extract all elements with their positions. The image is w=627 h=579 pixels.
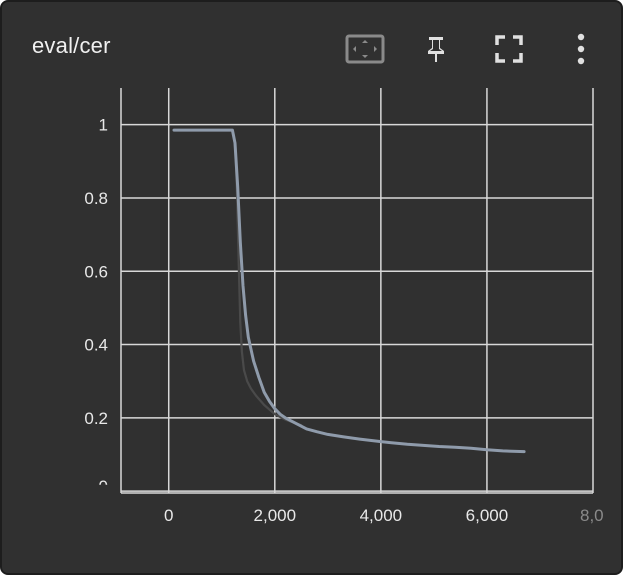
fullscreen-icon: [495, 35, 523, 63]
fullscreen-button[interactable]: [489, 29, 529, 69]
chart-grid: [120, 88, 594, 494]
x-tick-label: 2,000: [254, 506, 297, 525]
x-tick-label: 4,000: [360, 506, 403, 525]
more-vert-icon: [577, 33, 585, 65]
x-tick-label: 0: [164, 506, 173, 525]
y-tick-label: 0.6: [84, 262, 108, 281]
pin-icon: [428, 37, 444, 62]
x-axis-tick-labels: 0 2,000 4,000 6,000 8,0: [164, 506, 604, 525]
y-tick-label: 1: [99, 116, 108, 135]
series-line-smoothed[interactable]: [172, 128, 526, 454]
more-options-button[interactable]: [561, 29, 601, 69]
fit-domain-button[interactable]: [345, 29, 385, 69]
y-tick-label: 0: [99, 477, 108, 496]
x-tick-label: 6,000: [466, 506, 509, 525]
y-tick-label: 0.2: [84, 409, 108, 428]
chart-title: eval/cer: [32, 33, 111, 58]
chart-series: [172, 128, 526, 454]
y-tick-label: 0.8: [84, 189, 108, 208]
pin-button[interactable]: [416, 29, 456, 69]
x-tick-label: 8,0: [580, 506, 604, 525]
y-tick-label: 0.4: [84, 336, 108, 355]
fit-domain-icon: [345, 34, 385, 64]
y-axis-tick-labels: 0 0.2 0.4 0.6 0.8 1: [84, 116, 108, 497]
